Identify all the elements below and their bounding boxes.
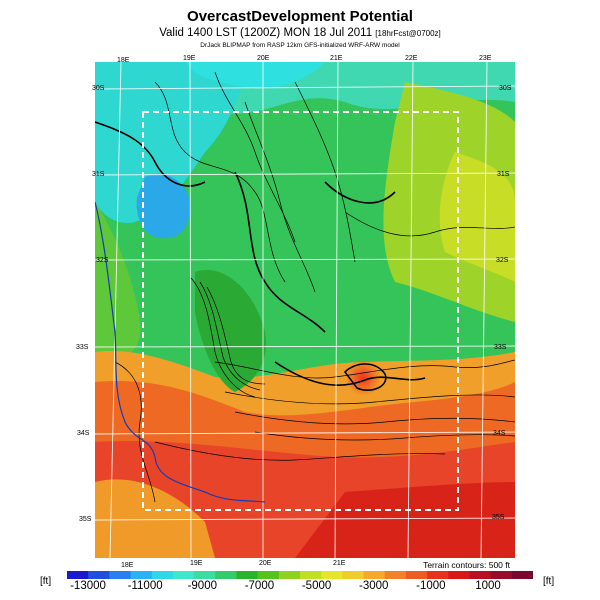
right-lat-31: 31S: [497, 171, 510, 178]
field-orange-sw: [95, 479, 215, 558]
top-lon-21: 21E: [330, 55, 343, 62]
map-panel: [95, 62, 515, 558]
right-lat-32: 32S: [496, 257, 509, 264]
terrain-contours: [114, 71, 515, 503]
field-cyan-nw: [95, 62, 245, 223]
colorbar-swatch: [469, 571, 492, 579]
colorbar-swatch: [321, 571, 343, 579]
colorbar-swatch: [278, 571, 301, 579]
colorbar-swatch: [490, 571, 513, 579]
top-lon-23: 23E: [479, 55, 492, 62]
right-lat-34: 34S: [493, 430, 506, 437]
valid-time-text: Valid 1400 LST (1200Z) MON 18 Jul 2011: [159, 27, 373, 39]
bottom-lon-20: 20E: [259, 560, 272, 567]
top-lon-20: 20E: [257, 55, 270, 62]
chart-title: OvercastDevelopment Potential: [187, 8, 413, 25]
colorbar-tick-label: 1000: [475, 580, 501, 592]
colorbar-tick-label: -13000: [70, 580, 106, 592]
top-lon-22: 22E: [405, 55, 418, 62]
colorbar-swatch: [67, 571, 89, 579]
map-svg: [95, 62, 515, 558]
colorbar-swatch: [215, 571, 237, 579]
left-lat-30: 30S: [92, 85, 105, 92]
inner-domain-box: [142, 111, 459, 511]
left-lat-35: 35S: [79, 516, 92, 523]
valid-time-subtitle: Valid 1400 LST (1200Z) MON 18 Jul 2011 […: [0, 27, 600, 39]
field-red-hotspot: [345, 360, 381, 396]
colorbar-swatch: [405, 571, 428, 579]
colorbar-swatch: [448, 571, 470, 579]
field-green-tongue: [195, 270, 266, 392]
left-lat-32: 32S: [96, 257, 109, 264]
lat-lon-grid: [95, 62, 515, 558]
field-cyan-top2: [185, 62, 325, 89]
field-blue-patch: [136, 173, 190, 239]
colorbar-swatch: [384, 571, 407, 579]
colorbar-swatch: [427, 571, 449, 579]
colorbar-tick-label: -3000: [358, 580, 389, 592]
left-lat-31: 31S: [92, 171, 105, 178]
colorbar-unit-left: [ft]: [40, 576, 52, 587]
bottom-lon-18: 18E: [121, 562, 134, 569]
colorbar-swatch: [151, 571, 174, 579]
colorbar-tick-label: -11000: [127, 580, 163, 592]
colorbar-swatch: [300, 571, 322, 579]
colorbar-swatch: [511, 571, 533, 579]
forecast-tag: [18hrFcst@0700z]: [375, 29, 441, 38]
left-lat-34: 34S: [77, 430, 90, 437]
bottom-lon-19: 19E: [190, 560, 203, 567]
colorbar-swatch: [257, 571, 280, 579]
colorbar-swatch: [236, 571, 259, 579]
field-deep-red-se: [295, 482, 515, 558]
top-lon-18: 18E: [117, 57, 130, 64]
top-lon-19: 19E: [183, 55, 196, 62]
left-lat-33: 33S: [76, 344, 89, 351]
colorbar-swatch: [172, 571, 195, 579]
colorbar: [67, 571, 533, 579]
colorbar-swatch: [194, 571, 216, 579]
field-west-green: [95, 202, 141, 367]
colorbar-tick-label: -1000: [416, 580, 446, 592]
colorbar-tick-label: -5000: [301, 580, 332, 592]
terrain-contours-note: Terrain contours: 500 ft: [423, 560, 510, 570]
right-lat-35: 35S: [492, 514, 505, 521]
colorbar-unit-right: [ft]: [543, 576, 555, 587]
colorbar-tick-label: -7000: [244, 580, 275, 592]
colorbar-swatch: [88, 571, 110, 579]
coastline: [95, 201, 266, 503]
right-lat-33: 33S: [494, 344, 507, 351]
model-credit: DrJack BLIPMAP from RASP 12km GFS-initia…: [200, 42, 400, 49]
colorbar-swatch: [109, 571, 132, 579]
colorbar-tick-label: -9000: [187, 580, 217, 592]
colorbar-swatch: [363, 571, 386, 579]
colorbar-swatch: [130, 571, 153, 579]
colorbar-swatch: [342, 571, 365, 579]
right-lat-30: 30S: [499, 85, 512, 92]
bottom-lon-21: 21E: [333, 560, 346, 567]
bold-contours: [95, 121, 426, 391]
